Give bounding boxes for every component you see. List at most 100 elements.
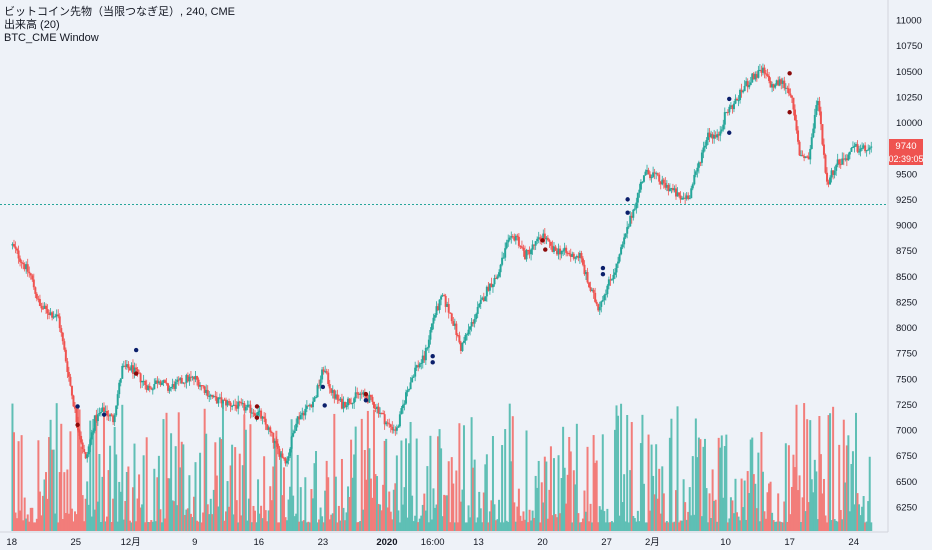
volume-bar <box>777 493 780 531</box>
volume-bar <box>586 446 589 531</box>
volume-indicator-label[interactable]: 出来高 (20) <box>4 19 60 31</box>
volume-bar <box>354 426 357 531</box>
candle-body <box>556 250 559 255</box>
candle-body <box>713 134 716 139</box>
volume-bar <box>17 441 20 531</box>
candle-body <box>854 144 857 146</box>
volume-bar <box>154 521 157 531</box>
candle-body <box>252 412 255 414</box>
candle-body <box>807 156 810 160</box>
candle-body <box>826 172 829 182</box>
volume-bar <box>585 511 588 531</box>
candle-body <box>452 321 455 326</box>
candle-body <box>790 95 793 98</box>
volume-bar <box>128 520 131 531</box>
candle-body <box>815 105 818 115</box>
volume-bar <box>63 472 66 531</box>
candle-body <box>20 261 23 263</box>
candle-body <box>455 323 458 335</box>
volume-bar <box>130 522 133 531</box>
volume-bar <box>156 477 159 531</box>
candle-body <box>48 313 51 315</box>
candle-body <box>165 382 168 384</box>
volume-bar <box>246 520 249 531</box>
volume-bar <box>261 518 264 531</box>
volume-bar <box>324 490 327 531</box>
symbol-title[interactable]: ビットコイン先物（当限つなぎ足）, 240, CME <box>4 6 236 18</box>
volume-bar <box>19 510 22 531</box>
volume-bar <box>443 494 446 531</box>
candle-body <box>490 283 493 288</box>
candle-body <box>40 305 43 309</box>
candle-body <box>626 227 629 234</box>
candle-body <box>491 284 494 288</box>
volume-bar <box>209 498 212 531</box>
volume-bar <box>78 409 81 531</box>
candle-body <box>723 112 726 125</box>
volume-bar <box>58 472 61 531</box>
volume-bar <box>289 486 292 531</box>
volume-bar <box>241 465 244 531</box>
candle-body <box>38 299 41 306</box>
candle-body <box>331 390 334 393</box>
candle-body <box>145 384 148 390</box>
volume-bar <box>638 521 641 531</box>
candle-body <box>539 237 542 240</box>
signal-dot <box>430 360 435 365</box>
candle-body <box>302 412 305 416</box>
volume-bar <box>716 521 719 531</box>
time-axis[interactable]: 18 25 12月 9 16 23 2020 16:00 13 20 27 2月 10 17 24 <box>6 537 859 548</box>
candle-body <box>740 89 743 93</box>
volume-bar <box>247 498 250 531</box>
volume-bar <box>598 506 601 531</box>
volume-bar <box>542 502 545 531</box>
candle-body <box>138 372 141 374</box>
candle-body <box>719 131 722 136</box>
signal-dot <box>75 404 80 409</box>
candle-body <box>403 403 406 405</box>
volume-bar <box>223 520 226 531</box>
candle-body <box>78 430 81 436</box>
volume-bar <box>26 514 29 531</box>
volume-bar <box>804 511 807 531</box>
window-indicator-label[interactable]: BTC_CME Window <box>4 32 99 44</box>
candle-body <box>328 384 331 389</box>
candle-body <box>113 415 116 423</box>
candle-body <box>281 453 284 458</box>
volume-bar <box>391 519 394 531</box>
time-tick-label: 17 <box>784 537 795 548</box>
candle-body <box>260 410 263 419</box>
volume-bar <box>357 522 360 531</box>
candle-body <box>673 188 676 191</box>
candle-body <box>282 457 285 459</box>
volume-bar <box>850 463 853 531</box>
candle-body <box>17 250 20 259</box>
volume-bar <box>260 505 263 531</box>
candle-body <box>420 362 423 364</box>
volume-bar <box>462 425 465 531</box>
candle-body <box>784 87 787 89</box>
volume-bar <box>255 522 258 531</box>
candle-body <box>211 394 214 398</box>
volume-bar <box>104 521 107 531</box>
volume-bar <box>272 466 275 531</box>
candle-body <box>154 380 157 385</box>
candle-body <box>562 250 565 252</box>
volume-bar <box>504 429 507 531</box>
candle-body <box>711 134 714 139</box>
volume-bar <box>546 518 549 531</box>
volume-bar <box>766 492 769 531</box>
candle-body <box>780 79 783 84</box>
candle-body <box>607 279 610 286</box>
candle-body <box>530 249 533 255</box>
volume-bar <box>534 475 537 531</box>
volume-bar <box>829 413 832 531</box>
candle-body <box>188 376 191 382</box>
candle-body <box>763 67 766 74</box>
candle-body <box>205 389 208 393</box>
volume-bar <box>369 478 372 531</box>
candle-body <box>32 279 35 288</box>
candle-body <box>93 415 96 431</box>
volume-bar <box>433 507 436 531</box>
